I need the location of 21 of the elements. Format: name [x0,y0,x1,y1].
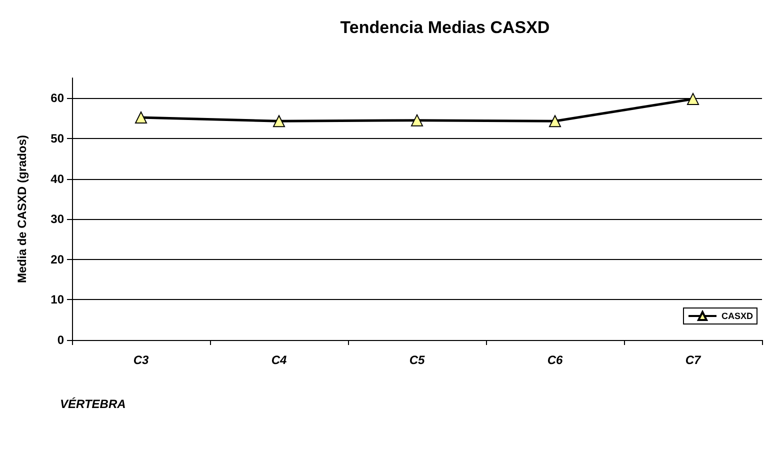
x-tick-label: C7 [685,353,702,367]
legend-label: CASXD [721,311,754,321]
point [411,114,423,126]
x-tick-label: C3 [133,353,149,367]
y-tick-label: 0 [57,333,64,347]
y-tick-label: 40 [50,172,64,186]
x-tick-label: C6 [547,353,563,367]
point [549,115,561,128]
y-tick-label: 20 [50,252,64,266]
x-axis-title: VÉRTEBRA [60,397,126,411]
y-tick-label: 50 [50,131,64,146]
x-tick-label: C5 [409,353,425,367]
point [135,112,147,124]
point [687,92,699,105]
y-axis-title: Media de CASXD (grados) [15,134,29,284]
point [273,115,285,128]
chart-title: Tendencia Medias CASXD [340,18,550,37]
y-tick-label: 30 [50,212,64,226]
y-tick-label: 60 [50,91,64,106]
y-tick-label: 10 [50,292,64,307]
x-tick-label: C4 [271,353,287,367]
